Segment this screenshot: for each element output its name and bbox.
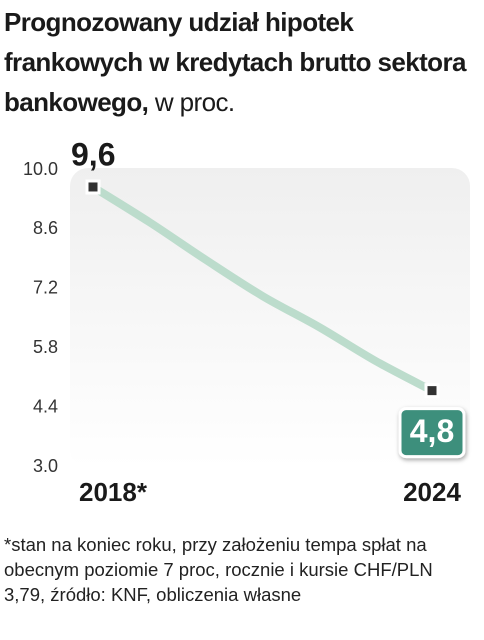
- point-marker: [85, 179, 101, 195]
- plot-background: [70, 168, 470, 468]
- point-marker: [424, 383, 440, 399]
- value-label: 9,6: [71, 136, 115, 172]
- y-tick-label: 3.0: [33, 456, 58, 476]
- y-tick-label: 7.2: [33, 278, 58, 298]
- data-line: [89, 182, 436, 395]
- unit: w proc.: [154, 87, 235, 117]
- y-tick-label: 8.6: [33, 218, 58, 238]
- y-tick-label: 5.8: [33, 337, 58, 357]
- x-tick-label: 2018*: [79, 477, 148, 507]
- footnote: *stan na koniec roku, przy założeniu tem…: [4, 534, 433, 605]
- title-block: Prognozowany udział hipotek frankowych w…: [4, 2, 480, 122]
- x-tick-label: 2024: [403, 477, 461, 507]
- value-label: 4,8: [410, 413, 454, 449]
- chart-title: Prognozowany udział hipotek frankowych w…: [4, 7, 466, 117]
- value-label-box: [398, 407, 466, 459]
- y-tick-label: 4.4: [33, 396, 58, 416]
- y-tick-label: 10.0: [23, 159, 58, 179]
